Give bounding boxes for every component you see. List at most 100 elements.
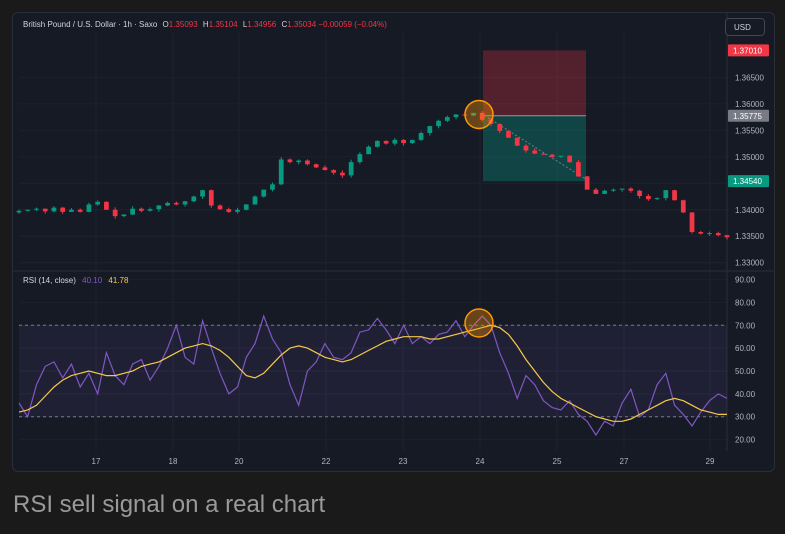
candle-body [51,207,57,212]
rsi-line [18,314,728,437]
rsi-tick-label: 30.00 [735,413,756,422]
currency-button[interactable]: USD [725,18,765,36]
candle-body [322,167,328,171]
price-tick-label: 1.36500 [735,73,764,82]
price-tick-label: 1.35500 [735,126,764,135]
candle-body [523,145,529,151]
candle-body [628,188,634,191]
change-value: −0.00059 (−0.04%) [318,20,387,29]
candle-body [593,189,599,194]
candle-body [278,159,284,185]
low-label: L [242,20,248,29]
rsi-lines [18,314,728,437]
candle-body [42,208,48,212]
open-label: O [162,20,169,29]
price-tags: 1.37010 1.35775 1.34540 [728,44,769,188]
price-tick-label: 1.33500 [735,232,764,241]
candle-body [558,155,564,157]
grid-lines [13,13,774,451]
time-tick-label: 20 [235,457,244,466]
price-tag-label: 1.35775 [733,112,762,121]
candle-body [663,190,669,199]
low-value: 1.34956 [247,20,277,29]
candle-body [165,202,170,206]
candle-body [34,208,39,210]
candle-body [576,162,581,177]
rsi-signal-marker [464,308,494,338]
image-caption: RSI sell signal on a real chart [13,491,326,518]
rsi-tick-label: 20.00 [735,436,756,445]
candle-body [532,150,538,154]
candle-body [392,139,398,144]
candle-body [243,204,249,210]
candle-body [497,124,503,131]
candle-body [235,209,240,212]
candle-body [436,120,441,127]
candle-body [654,198,660,200]
candle-body [541,153,546,155]
candle-body [584,176,590,190]
candle-body [69,209,74,212]
candle-body [619,188,625,190]
close-label: C [281,20,288,29]
candle-body [366,146,372,155]
price-axes: 1.365001.360001.355001.350001.345001.340… [735,73,764,444]
candle-body [514,137,520,146]
candle-body [60,207,66,212]
price-tag-label: 1.37010 [733,46,762,55]
high-label: H [202,20,209,29]
signal-markers [464,99,494,338]
rsi-band [19,324,727,418]
candle-body [698,232,704,234]
candle-body [549,154,555,157]
candle-body [645,196,651,200]
chart-legend: British Pound / U.S. Dollar · 1h · Saxo … [23,20,387,29]
candle-body [16,210,22,213]
time-tick-label: 24 [476,457,485,466]
chart-canvas[interactable]: 1.365001.360001.355001.350001.345001.340… [13,13,774,471]
time-tick-label: 18 [169,457,178,466]
candle-body [479,112,485,120]
candle-body [104,201,109,210]
candle-body [77,209,83,212]
candle-body [427,126,433,133]
candle-body [374,140,380,147]
candle-body [471,112,476,116]
candle-body [270,184,275,190]
price-tick-label: 1.34000 [735,206,764,215]
candle-body [95,201,101,205]
candlestick-series [16,111,730,240]
rsi-legend: RSI (14, close) 40.10 41.78 [23,276,128,285]
price-tag-label: 1.34540 [733,177,762,186]
time-tick-label: 23 [399,457,408,466]
candle-body [252,196,258,205]
candle-body [689,212,695,232]
candle-body [130,208,136,215]
candle-body [296,160,302,163]
stop-loss-zone [483,50,586,116]
candle-body [191,196,197,202]
time-tick-label: 25 [553,457,562,466]
open-value: 1.35093 [168,20,198,29]
candle-body [86,204,92,212]
symbol-name: British Pound / U.S. Dollar · 1h · Saxo [23,20,158,29]
candle-body [226,209,232,212]
candle-body [715,233,721,236]
chart-panel[interactable]: 1.365001.360001.355001.350001.345001.340… [12,12,775,472]
candle-body [287,159,293,163]
candle-body [409,139,415,144]
price-tag-box [728,109,769,122]
candle-body [182,201,188,205]
time-tick-label: 29 [706,457,715,466]
rsi-zone-fill [19,325,727,417]
time-tick-label: 27 [620,457,629,466]
candle-body [173,202,179,205]
candle-body [156,205,162,210]
rsi-ma-line [18,324,727,422]
candle-body [506,130,511,138]
trade-path-line [487,117,587,180]
price-tick-label: 1.35000 [735,153,764,162]
rsi-tick-label: 80.00 [735,298,756,307]
candle-body [444,117,450,121]
candle-body [680,200,686,213]
